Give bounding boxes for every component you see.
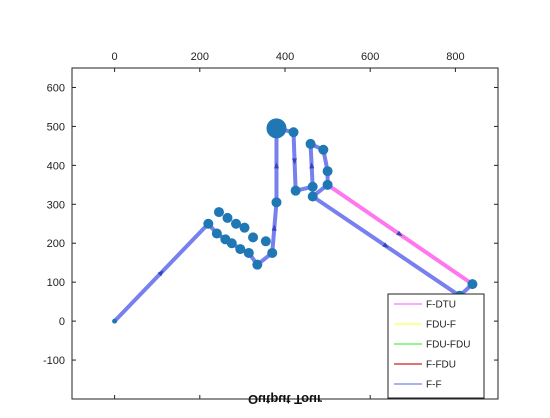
x-tick-label: 0: [112, 51, 118, 63]
x-tick-label: 800: [446, 51, 464, 63]
tour-node: [112, 318, 118, 324]
depot-node: [266, 118, 287, 139]
bottom-title: Output Tour: [248, 392, 322, 407]
legend-label: FDU-FDU: [426, 340, 470, 351]
tour-node: [231, 218, 242, 229]
tour-node: [271, 197, 282, 208]
y-tick-label: 200: [47, 238, 65, 250]
tour-node: [267, 247, 278, 258]
tour-node: [260, 236, 271, 247]
tour-node: [252, 259, 263, 270]
x-tick-label: 600: [361, 51, 379, 63]
tour-node: [235, 244, 246, 255]
tour-node: [226, 238, 237, 249]
y-tick-label: 0: [59, 316, 65, 328]
direction-arrow: [396, 230, 403, 237]
legend-label: F-F: [426, 380, 442, 391]
legend-label: F-FDU: [426, 360, 456, 371]
direction-arrow: [273, 162, 279, 169]
tour-node: [307, 181, 318, 192]
tour-node: [290, 185, 301, 196]
tour-node: [203, 218, 214, 229]
axis-ticks: 0 200 400 600 800 -100 0 100 200 300 400 500 600: [43, 51, 498, 399]
y-tick-label: 100: [47, 277, 65, 289]
nodes-layer: [112, 118, 478, 324]
direction-arrow: [291, 158, 297, 165]
tour-node: [307, 191, 318, 202]
tour-node: [211, 228, 222, 239]
tour-node: [322, 166, 333, 177]
legend-label: F-DTU: [426, 300, 456, 311]
direction-arrow: [271, 224, 277, 231]
tour-node: [322, 179, 333, 190]
legend-label: FDU-F: [426, 320, 456, 331]
tour-node: [243, 247, 254, 258]
legend-box: [387, 293, 485, 399]
legend: F-DTU FDU-F FDU-FDU F-FDU F-F: [387, 293, 485, 399]
x-tick-label: 400: [276, 51, 294, 63]
direction-arrow: [309, 162, 315, 169]
direction-arrow: [157, 270, 164, 277]
tour-node: [467, 279, 478, 290]
tour-node: [318, 144, 329, 155]
y-tick-label: 300: [47, 199, 65, 211]
direction-arrow: [382, 242, 389, 248]
y-tick-label: -100: [43, 355, 65, 367]
tour-node: [305, 138, 316, 149]
y-tick-label: 500: [47, 121, 65, 133]
tour-node: [213, 207, 224, 218]
tour-node: [222, 212, 233, 223]
y-tick-label: 400: [47, 160, 65, 172]
y-tick-label: 600: [47, 82, 65, 94]
tour-node: [248, 232, 259, 243]
x-tick-label: 200: [191, 51, 209, 63]
tour-node: [239, 222, 250, 233]
tour-node: [288, 127, 299, 138]
